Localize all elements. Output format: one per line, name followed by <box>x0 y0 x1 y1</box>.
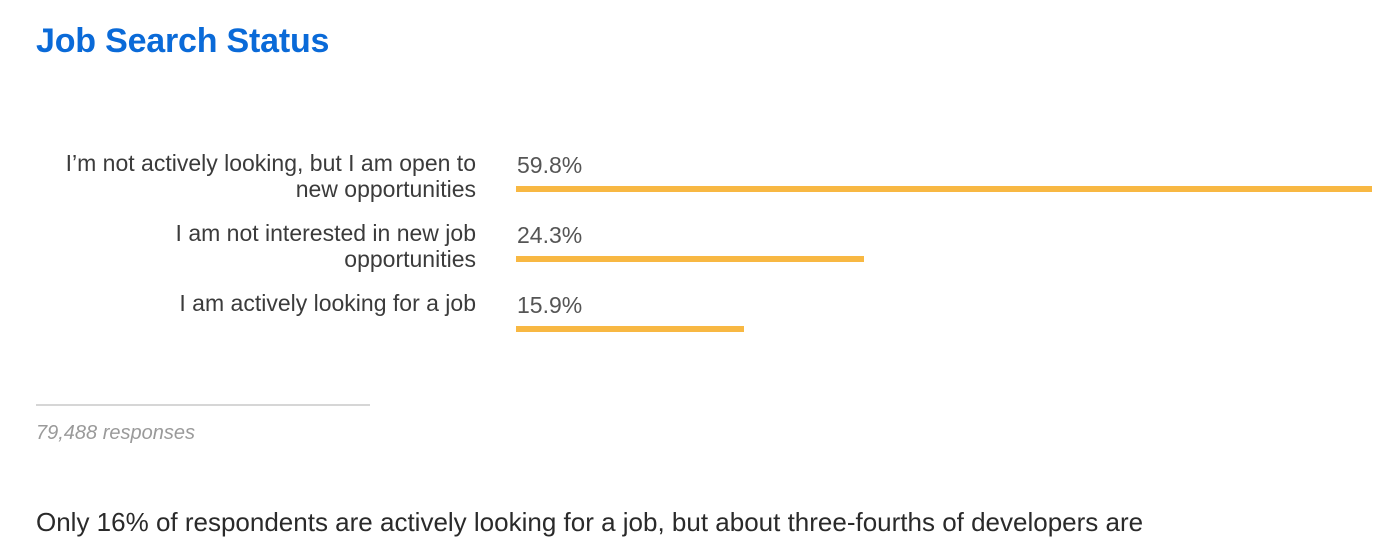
bar <box>516 256 864 262</box>
summary-text: Only 16% of respondents are actively loo… <box>36 507 1144 537</box>
divider <box>36 404 370 406</box>
page-title: Job Search Status <box>36 22 330 60</box>
value-label: 24.3% <box>517 222 583 248</box>
category-label: I’m not actively looking, but I am open … <box>65 150 476 202</box>
value-label: 59.8% <box>517 152 583 178</box>
bar <box>516 186 1372 192</box>
category-label: I am actively looking for a job <box>179 290 476 316</box>
bar-chart: I’m not actively looking, but I am open … <box>0 150 1396 350</box>
category-label: I am not interested in new job opportuni… <box>175 220 476 272</box>
response-count: 79,488 responses <box>36 422 196 444</box>
bar <box>516 326 744 332</box>
value-label: 15.9% <box>517 292 583 318</box>
